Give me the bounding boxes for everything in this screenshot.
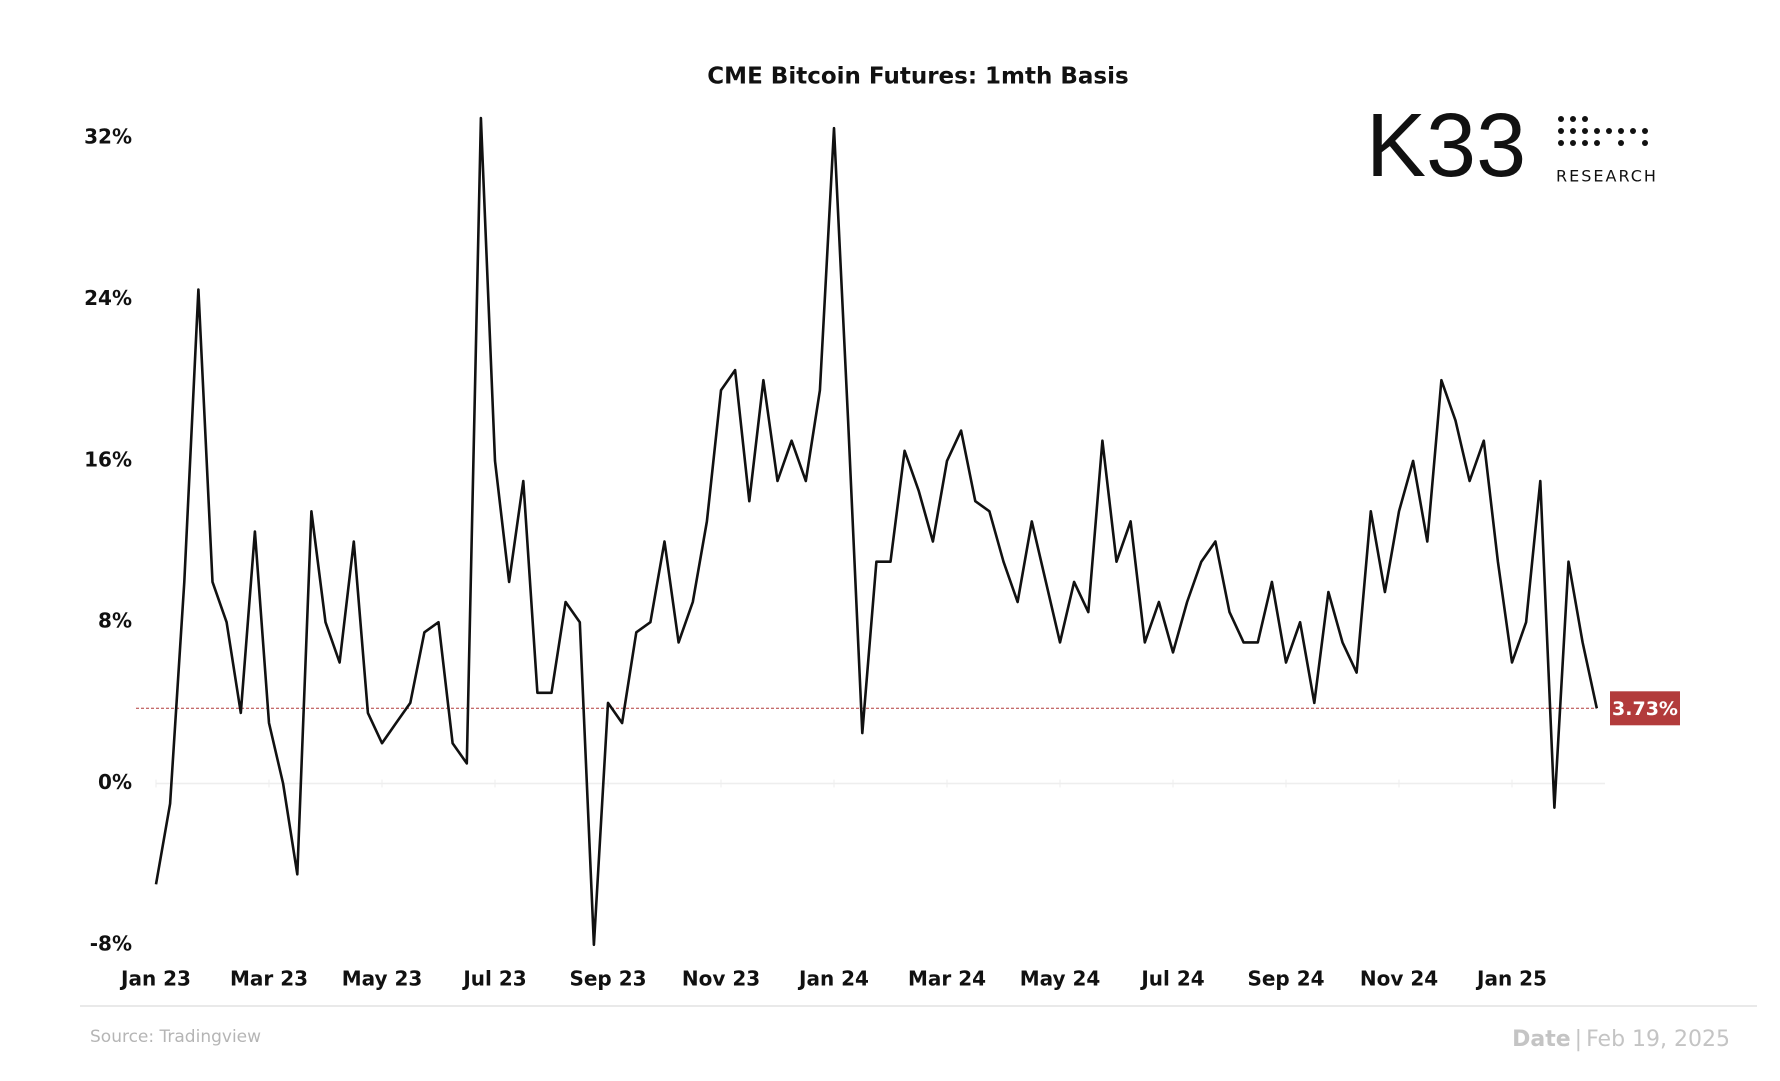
x-tick-label: Jul 24	[1139, 967, 1204, 991]
x-tick-label: Jan 23	[119, 967, 191, 991]
brand-dots	[1558, 116, 1648, 146]
y-tick-label: 0%	[98, 770, 132, 794]
date-value: Feb 19, 2025	[1586, 1027, 1730, 1052]
x-tick-label: Jan 24	[797, 967, 869, 991]
date-separator: |	[1575, 1027, 1582, 1052]
x-tick-label: Jul 23	[461, 967, 526, 991]
y-tick-label: 32%	[84, 125, 132, 149]
chart-title: CME Bitcoin Futures: 1mth Basis	[707, 64, 1128, 90]
x-tick-label: Nov 23	[682, 967, 760, 991]
y-tick-label: -8%	[90, 931, 132, 955]
data-line	[154, 116, 1599, 947]
y-tick-label: 24%	[84, 286, 132, 310]
y-tick-label: 8%	[98, 609, 132, 633]
x-tick-label: Sep 24	[1247, 967, 1324, 991]
date-label: Date	[1512, 1027, 1571, 1052]
x-tick-label: Sep 23	[569, 967, 646, 991]
brand-logo: K33 RESEARCH	[1366, 96, 1658, 196]
value-label-box	[1610, 691, 1680, 726]
y-tick-label: 16%	[84, 447, 132, 471]
x-tick-label: Nov 24	[1360, 967, 1438, 991]
date-note: Date | Feb 19, 2025	[1512, 1027, 1730, 1052]
x-tick-label: Mar 24	[908, 967, 986, 991]
source-note: Source: Tradingview	[90, 1027, 261, 1047]
x-tick-label: May 24	[1020, 967, 1101, 991]
brand-name: K33	[1366, 96, 1526, 196]
brand-sub: RESEARCH	[1556, 167, 1658, 186]
x-tick-label: Mar 23	[230, 967, 308, 991]
x-tick-label: Jan 25	[1475, 967, 1547, 991]
x-tick-label: May 23	[342, 967, 423, 991]
value-label: 3.73%	[1612, 698, 1678, 720]
